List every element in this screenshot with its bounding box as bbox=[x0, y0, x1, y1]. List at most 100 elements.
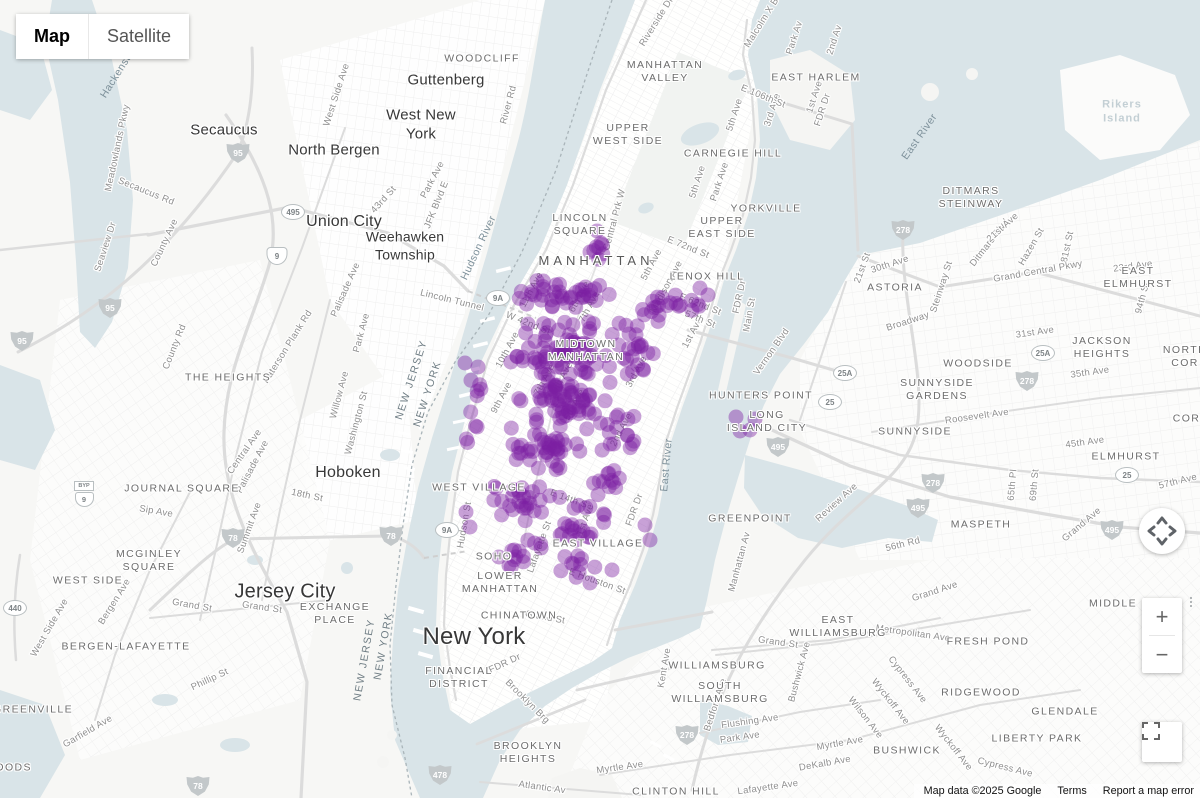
data-point[interactable] bbox=[553, 340, 569, 356]
data-point[interactable] bbox=[528, 406, 544, 422]
data-point[interactable] bbox=[573, 557, 589, 572]
data-point[interactable] bbox=[596, 506, 612, 522]
data-point[interactable] bbox=[556, 339, 572, 354]
data-point[interactable] bbox=[536, 440, 552, 456]
data-point[interactable] bbox=[540, 435, 556, 451]
data-point[interactable] bbox=[562, 366, 578, 382]
data-point[interactable] bbox=[609, 420, 624, 435]
data-point[interactable] bbox=[662, 295, 678, 311]
data-point[interactable] bbox=[555, 290, 571, 306]
data-point[interactable] bbox=[574, 282, 590, 298]
data-point[interactable] bbox=[575, 523, 591, 539]
data-point[interactable] bbox=[557, 516, 573, 532]
data-point[interactable] bbox=[541, 437, 557, 453]
data-point[interactable] bbox=[640, 345, 656, 361]
data-point[interactable] bbox=[620, 411, 636, 427]
data-point[interactable] bbox=[630, 339, 646, 355]
report-map-error-link[interactable]: Report a map error bbox=[1102, 785, 1194, 797]
data-point[interactable] bbox=[564, 332, 580, 348]
data-point[interactable] bbox=[561, 403, 577, 419]
data-point[interactable] bbox=[582, 321, 598, 337]
data-point[interactable] bbox=[533, 292, 549, 308]
data-point[interactable] bbox=[591, 240, 607, 256]
data-point[interactable] bbox=[593, 235, 609, 251]
data-point[interactable] bbox=[554, 526, 570, 542]
data-point[interactable] bbox=[533, 540, 549, 556]
zoom-out-button[interactable]: − bbox=[1155, 641, 1169, 667]
data-point[interactable] bbox=[511, 494, 527, 510]
data-point[interactable] bbox=[540, 373, 556, 389]
data-point[interactable] bbox=[553, 444, 569, 460]
data-point[interactable] bbox=[540, 345, 555, 360]
data-point[interactable] bbox=[601, 287, 617, 302]
data-point[interactable] bbox=[540, 367, 556, 383]
data-point[interactable] bbox=[595, 474, 611, 490]
data-point[interactable] bbox=[591, 251, 607, 267]
data-point[interactable] bbox=[571, 406, 587, 422]
data-point[interactable] bbox=[566, 500, 582, 516]
data-point[interactable] bbox=[548, 462, 564, 478]
data-point[interactable] bbox=[552, 276, 567, 292]
data-point[interactable] bbox=[554, 342, 570, 358]
data-point[interactable] bbox=[578, 500, 594, 516]
data-point[interactable] bbox=[570, 336, 585, 352]
data-point[interactable] bbox=[573, 336, 589, 352]
data-point[interactable] bbox=[618, 317, 634, 333]
data-point[interactable] bbox=[527, 535, 543, 551]
data-point[interactable] bbox=[533, 393, 549, 409]
data-point[interactable] bbox=[616, 350, 632, 366]
data-point[interactable] bbox=[550, 440, 566, 456]
data-point[interactable] bbox=[574, 387, 590, 403]
data-point[interactable] bbox=[568, 299, 584, 315]
data-point[interactable] bbox=[515, 548, 531, 564]
data-point[interactable] bbox=[509, 349, 525, 364]
data-point[interactable] bbox=[624, 349, 640, 365]
data-point[interactable] bbox=[494, 493, 510, 509]
data-point[interactable] bbox=[519, 500, 535, 516]
data-point[interactable] bbox=[552, 460, 568, 476]
data-point[interactable] bbox=[593, 415, 608, 431]
data-point[interactable] bbox=[551, 322, 567, 338]
data-point[interactable] bbox=[550, 458, 565, 474]
data-point[interactable] bbox=[527, 355, 543, 371]
data-point[interactable] bbox=[563, 289, 579, 305]
data-point[interactable] bbox=[626, 408, 642, 424]
data-point[interactable] bbox=[645, 346, 661, 362]
data-point[interactable] bbox=[575, 392, 591, 408]
data-point[interactable] bbox=[595, 246, 611, 262]
data-point[interactable] bbox=[582, 387, 598, 403]
data-point[interactable] bbox=[569, 350, 584, 366]
data-point[interactable] bbox=[636, 307, 652, 323]
data-point[interactable] bbox=[572, 527, 588, 543]
data-point[interactable] bbox=[624, 436, 640, 452]
data-point[interactable] bbox=[604, 327, 620, 342]
data-point[interactable] bbox=[594, 442, 610, 458]
data-point[interactable] bbox=[557, 314, 573, 330]
data-point[interactable] bbox=[580, 529, 596, 545]
data-point[interactable] bbox=[606, 463, 622, 479]
data-point[interactable] bbox=[671, 298, 687, 314]
data-point[interactable] bbox=[598, 348, 614, 364]
data-point[interactable] bbox=[537, 351, 553, 367]
data-point[interactable] bbox=[473, 381, 489, 397]
data-point[interactable] bbox=[611, 470, 627, 486]
data-point[interactable] bbox=[469, 383, 485, 399]
data-point[interactable] bbox=[511, 485, 527, 501]
data-point[interactable] bbox=[533, 365, 549, 381]
data-point[interactable] bbox=[522, 452, 538, 468]
data-point[interactable] bbox=[502, 498, 518, 514]
data-point[interactable] bbox=[530, 460, 546, 476]
data-point[interactable] bbox=[620, 427, 635, 443]
data-point[interactable] bbox=[580, 401, 596, 417]
data-point[interactable] bbox=[582, 529, 598, 545]
data-point[interactable] bbox=[532, 390, 548, 406]
data-point[interactable] bbox=[544, 292, 560, 308]
data-point[interactable] bbox=[554, 356, 570, 372]
data-point[interactable] bbox=[510, 482, 526, 498]
data-point[interactable] bbox=[513, 393, 529, 409]
data-point[interactable] bbox=[538, 445, 554, 461]
data-point[interactable] bbox=[532, 479, 547, 495]
data-point[interactable] bbox=[561, 382, 577, 398]
data-point[interactable] bbox=[742, 422, 758, 438]
data-point[interactable] bbox=[553, 563, 569, 579]
